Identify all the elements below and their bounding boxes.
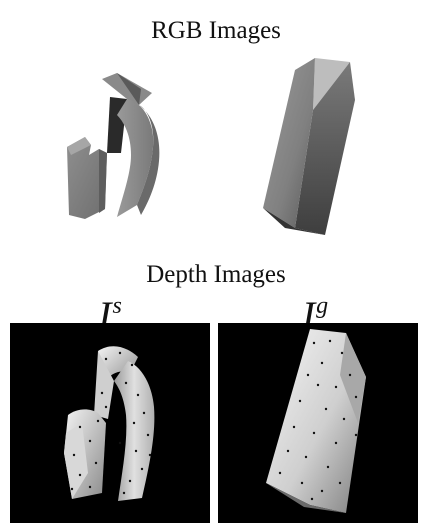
target-depth-image bbox=[218, 323, 418, 523]
rgb-image-bent-object bbox=[67, 73, 160, 219]
source-keypoints bbox=[70, 351, 152, 495]
target-symbol-superscript: g bbox=[316, 293, 329, 319]
source-depth-image bbox=[10, 323, 210, 523]
depth-images-title: Depth Images bbox=[146, 261, 286, 288]
rgb-images-title: RGB Images bbox=[151, 17, 281, 44]
source-symbol-superscript: s bbox=[112, 293, 122, 319]
target-keypoints bbox=[278, 339, 358, 501]
target-depth-object bbox=[266, 329, 366, 513]
rgb-image-box-object bbox=[263, 58, 355, 235]
source-depth-object bbox=[64, 346, 155, 501]
